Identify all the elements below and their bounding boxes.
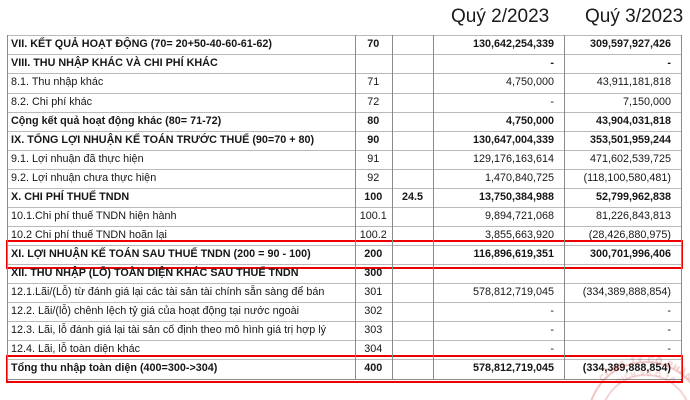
svg-text:CÔNG TY CỔ PHẦN: CÔNG TY CỔ PHẦN [597,354,690,383]
svg-text:DỊCH VỤ Ô TÔ: DỊCH VỤ Ô TÔ [615,369,678,386]
